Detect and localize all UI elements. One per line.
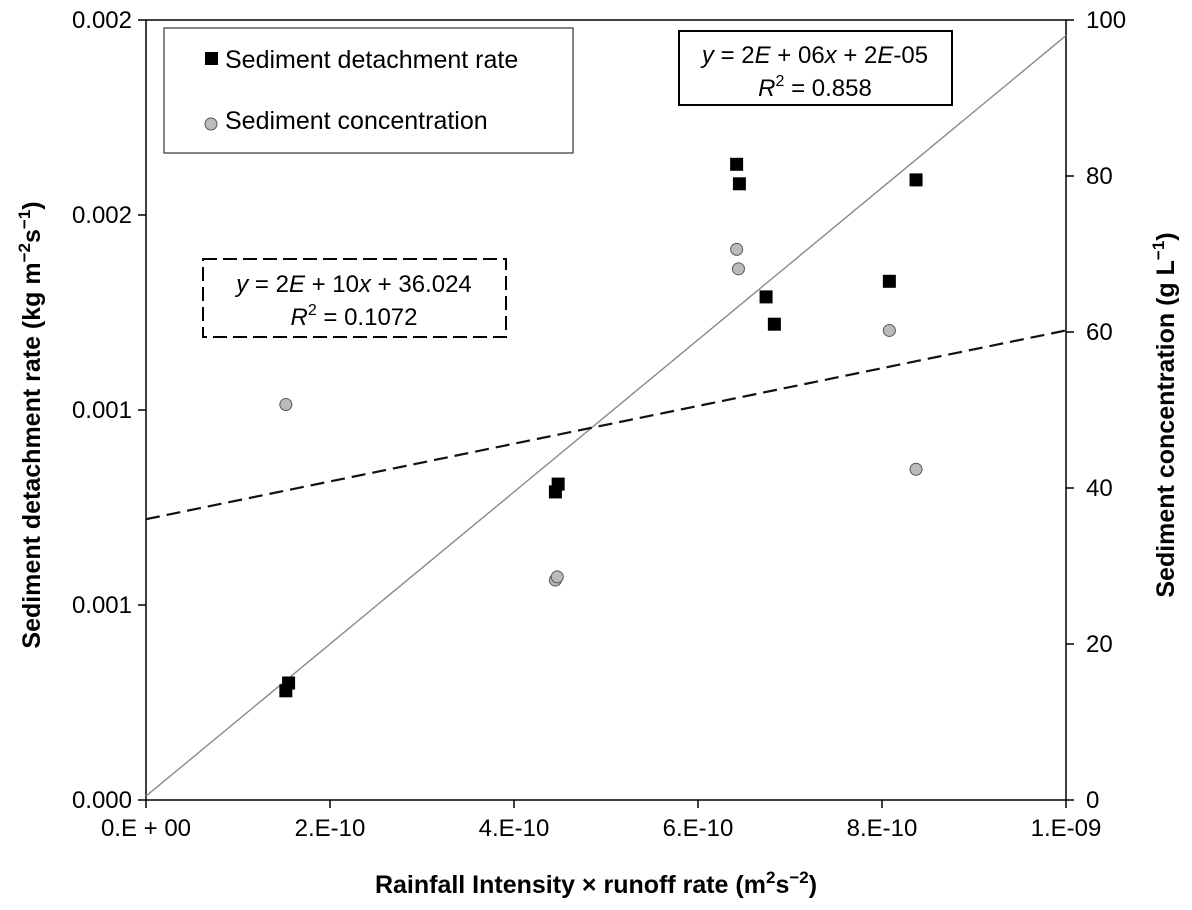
x-tick-label: 1.E-09: [1031, 815, 1102, 842]
right-y-axis-title: Sediment concentration (g L−1): [1149, 232, 1180, 597]
concentration-point: [550, 570, 564, 584]
detachment-point: [551, 477, 565, 491]
trendlines: [145, 35, 1067, 797]
left-y-axis-title: Sediment detachment rate (kg m−2s−1): [15, 201, 46, 648]
left-y-axis-ticks: 0.000 0.001 0.001 0.002 0.002: [72, 7, 146, 814]
trendline-concentration-dashed: [145, 329, 1067, 521]
detachment-point: [882, 274, 896, 288]
left-y-tick-label: 0.001: [72, 592, 132, 619]
x-tick-label: 2.E-10: [295, 815, 366, 842]
concentration-point: [909, 462, 923, 476]
concentration-point: [731, 262, 745, 276]
concentration-point: [279, 398, 293, 412]
concentration-point: [882, 323, 896, 337]
data-markers: [279, 157, 923, 698]
detachment-point: [282, 676, 296, 690]
right-y-tick-label: 40: [1086, 475, 1113, 502]
legend-circle-marker-icon: [204, 117, 218, 131]
right-y-tick-label: 60: [1086, 319, 1113, 346]
x-axis-title: Rainfall Intensity × runoff rate (m2s−2): [375, 868, 817, 899]
left-y-tick-label: 0.002: [72, 202, 132, 229]
detachment-equation-text: y = 2E + 06x + 2E-05: [700, 42, 928, 69]
right-y-tick-label: 80: [1086, 163, 1113, 190]
concentration-point: [730, 242, 744, 256]
trendline-detachment-solid: [145, 35, 1067, 797]
detachment-point: [732, 177, 746, 191]
left-y-tick-label: 0.002: [72, 7, 132, 34]
x-tick-label: 6.E-10: [663, 815, 734, 842]
concentration-r2-text: R2 = 0.1072: [290, 302, 417, 331]
annotation-box-solid: [678, 30, 953, 106]
annotation-box-dashed: [202, 258, 507, 338]
x-tick-label: 4.E-10: [479, 815, 550, 842]
detachment-r2-text: R2 = 0.858: [758, 73, 872, 102]
right-y-tick-label: 100: [1086, 7, 1126, 34]
right-y-tick-label: 0: [1086, 787, 1099, 814]
x-axis-ticks: 0.E + 00 2.E-10 4.E-10 6.E-10 8.E-10 1.E-09: [101, 800, 1101, 842]
x-tick-label: 8.E-10: [847, 815, 918, 842]
left-y-tick-label: 0.001: [72, 397, 132, 424]
detachment-point: [730, 157, 744, 171]
annotation-detachment-equation: y = 2E + 06x + 2E-05 R2 = 0.858: [678, 30, 953, 106]
x-tick-label: 0.E + 00: [101, 815, 191, 842]
right-y-axis-ticks: 0 20 40 60 80 100: [1066, 7, 1126, 814]
legend-square-marker-icon: [205, 52, 218, 65]
left-y-tick-label: 0.000: [72, 787, 132, 814]
detachment-point: [759, 290, 773, 304]
legend-box: [163, 27, 574, 154]
right-y-tick-label: 20: [1086, 631, 1113, 658]
legend-label-concentration: Sediment concentration: [225, 107, 488, 135]
legend: Sediment detachment rate Sediment concen…: [163, 27, 574, 154]
detachment-point: [909, 173, 923, 187]
detachment-point: [767, 317, 781, 331]
concentration-equation-text: y = 2E + 10x + 36.024: [234, 271, 472, 298]
legend-label-detachment: Sediment detachment rate: [225, 46, 518, 74]
annotation-concentration-equation: y = 2E + 10x + 36.024 R2 = 0.1072: [202, 258, 507, 338]
